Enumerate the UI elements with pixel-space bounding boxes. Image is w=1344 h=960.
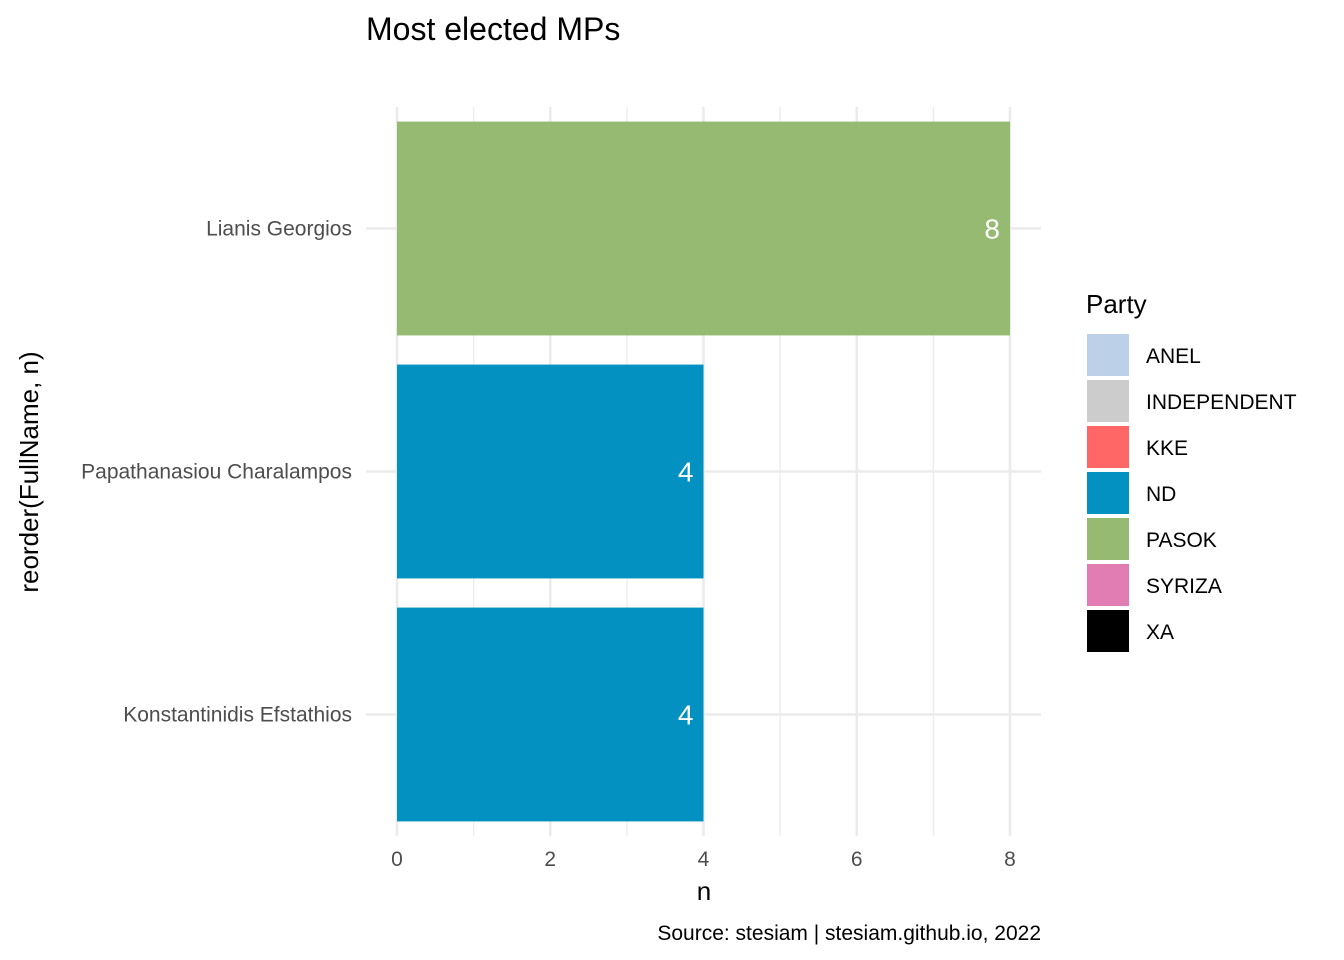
y-axis-label: reorder(FullName, n) [14,351,44,592]
x-tick-label: 0 [391,848,403,871]
chart-title: Most elected MPs [366,11,620,47]
bars: 4 4 8 [397,121,1010,822]
y-tick-label: Konstantinidis Efstathios [123,704,352,727]
legend-swatch [1087,610,1129,652]
x-axis-label: n [697,876,711,906]
legend-label: INDEPENDENT [1146,391,1297,414]
bar-value-label: 4 [678,700,694,731]
y-tick-labels: Konstantinidis Efstathios Papathanasiou C… [81,218,352,727]
chart-caption: Source: stesiam | stesiam.github.io, 202… [657,922,1041,945]
legend-label: KKE [1146,437,1188,460]
x-tick-label: 8 [1004,848,1016,871]
x-tick-label: 4 [698,848,710,871]
legend-swatch [1087,518,1129,560]
legend-label: ND [1146,483,1176,506]
legend-swatch [1087,426,1129,468]
bar [397,607,704,822]
x-tick-label: 6 [851,848,863,871]
legend-title: Party [1086,289,1147,319]
legend-label: XA [1146,621,1174,644]
x-tick-label: 2 [544,848,556,871]
legend-label: ANEL [1146,345,1201,368]
legend-swatch [1087,334,1129,376]
legend-swatch [1087,564,1129,606]
legend-swatch [1087,472,1129,514]
legend-label: PASOK [1146,529,1217,552]
bar [397,364,704,579]
bar-value-label: 4 [678,457,694,488]
y-tick-label: Lianis Georgios [206,218,352,241]
bar [397,121,1010,336]
bar-value-label: 8 [984,214,1000,245]
legend-label: SYRIZA [1146,575,1222,598]
legend: Party ANEL INDEPENDENT KKE ND PASOK SYRIZA XA [1086,289,1297,652]
y-tick-label: Papathanasiou Charalampos [81,461,352,484]
legend-swatch [1087,380,1129,422]
x-tick-labels: 0 2 4 6 8 [391,848,1016,871]
